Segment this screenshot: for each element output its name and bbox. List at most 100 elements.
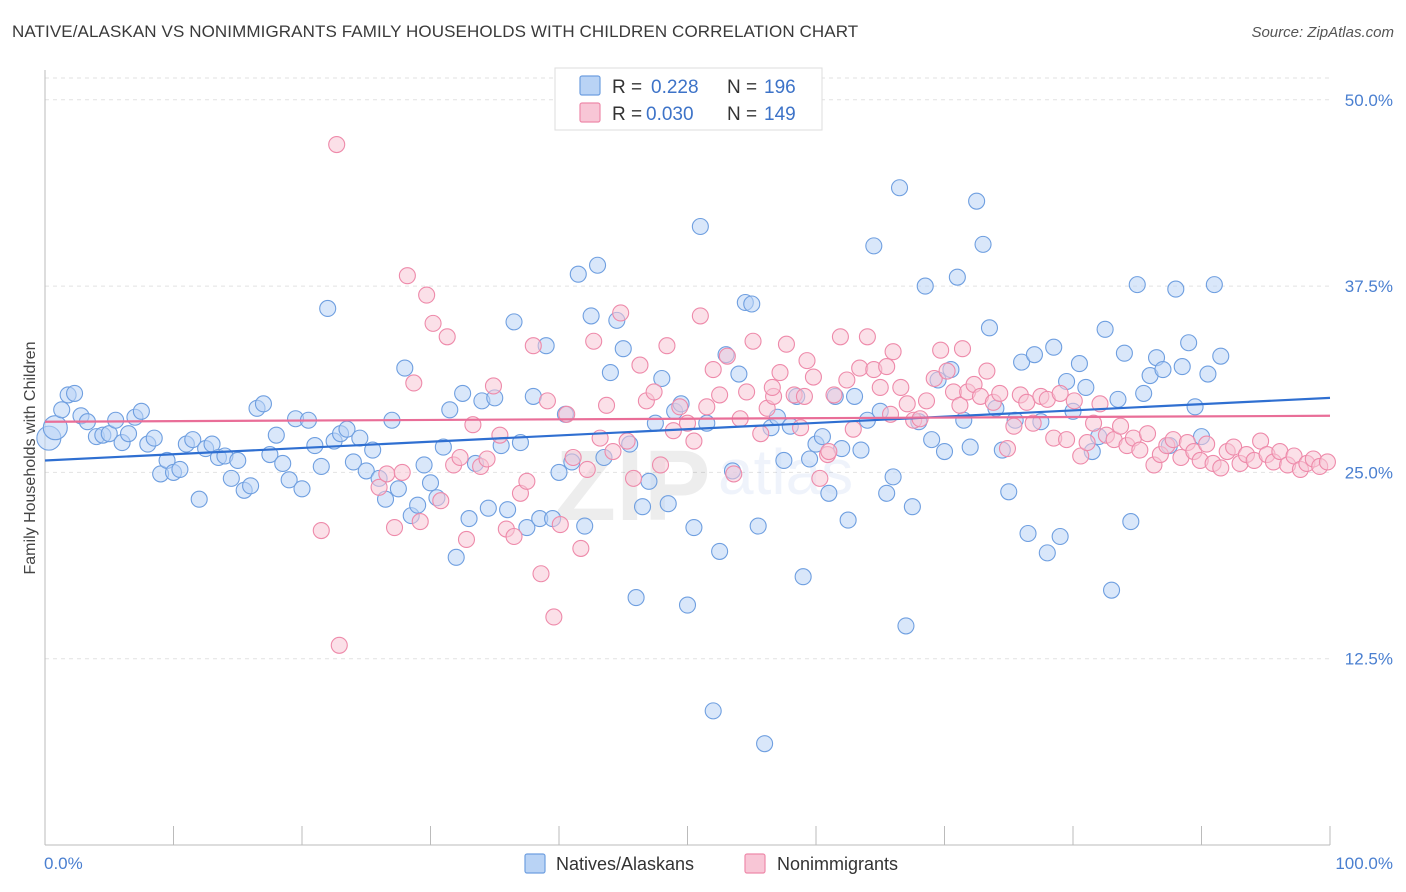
point-nonimmigrants [1164, 431, 1182, 449]
point-natives [107, 411, 125, 429]
point-natives [961, 438, 979, 456]
point-nonimmigrants [725, 465, 743, 483]
point-nonimmigrants [884, 343, 902, 361]
point-nonimmigrants [378, 465, 396, 483]
point-natives [242, 477, 260, 495]
point-nonimmigrants [585, 332, 603, 350]
point-natives [1167, 280, 1185, 298]
point-natives [794, 568, 812, 586]
point-nonimmigrants [1111, 417, 1130, 435]
point-nonimmigrants [685, 432, 703, 450]
point-nonimmigrants [978, 362, 996, 380]
point-natives [1199, 365, 1217, 383]
point-nonimmigrants [418, 286, 436, 304]
point-nonimmigrants [953, 340, 972, 358]
point-natives [190, 490, 208, 508]
point-nonimmigrants [951, 396, 969, 414]
point-nonimmigrants [393, 463, 411, 481]
point-natives [903, 498, 921, 516]
point-natives [1186, 398, 1204, 416]
point-nonimmigrants [798, 352, 816, 370]
point-natives [145, 429, 163, 447]
point-natives [1096, 320, 1114, 338]
y-tick-label: 25.0% [1345, 463, 1393, 482]
point-natives [1115, 344, 1133, 362]
point-nonimmigrants [1024, 414, 1042, 432]
point-natives [441, 401, 459, 419]
point-natives [588, 256, 607, 274]
chart-title: NATIVE/ALASKAN VS NONIMMIGRANTS FAMILY H… [12, 22, 859, 41]
point-natives [890, 179, 909, 197]
trend-line-natives [44, 396, 1331, 462]
point-natives [845, 387, 864, 405]
source-credit: Source: ZipAtlas.com [1251, 24, 1394, 41]
point-natives [421, 474, 440, 492]
point-nonimmigrants [457, 530, 476, 549]
point-nonimmigrants [925, 369, 943, 388]
point-natives [865, 237, 883, 255]
point-natives [357, 462, 375, 480]
point-natives [42, 415, 68, 441]
point-nonimmigrants [704, 361, 722, 379]
point-natives [1103, 581, 1121, 599]
legend-r-label-nonimmigrants: R = [612, 104, 642, 125]
point-natives [820, 484, 838, 502]
point-natives [518, 518, 536, 537]
point-natives [1045, 338, 1063, 356]
point-nonimmigrants [844, 420, 862, 438]
point-natives [267, 426, 285, 444]
point-nonimmigrants [658, 337, 676, 355]
point-nonimmigrants [545, 608, 563, 626]
point-nonimmigrants [691, 307, 709, 325]
point-nonimmigrants [411, 513, 429, 531]
point-natives [460, 510, 478, 528]
point-nonimmigrants [478, 450, 496, 468]
point-nonimmigrants [524, 337, 542, 355]
point-nonimmigrants [1005, 417, 1023, 435]
trend-lines [44, 396, 1331, 462]
point-natives [582, 307, 600, 325]
point-nonimmigrants [991, 384, 1009, 402]
point-nonimmigrants [1138, 425, 1157, 443]
legend-n-label-nonimmigrants: N = [727, 104, 757, 125]
legend-swatch-natives [579, 75, 601, 96]
point-natives [1077, 378, 1095, 397]
point-natives [627, 589, 645, 607]
point-nonimmigrants [491, 426, 509, 444]
point-natives [364, 441, 382, 459]
point-natives [704, 702, 722, 720]
point-nonimmigrants [370, 478, 388, 496]
point-natives [344, 453, 362, 471]
point-natives [280, 471, 298, 489]
point-nonimmigrants [804, 368, 822, 386]
point-natives [1135, 384, 1153, 402]
point-natives [1173, 358, 1191, 376]
point-natives [974, 235, 992, 253]
point-natives [839, 511, 857, 529]
point-natives [409, 496, 427, 514]
point-natives [53, 401, 71, 419]
point-natives [775, 451, 793, 470]
y-axis-label: Family Households with Children [22, 342, 39, 575]
point-nonimmigrants [820, 442, 838, 461]
point-nonimmigrants [1212, 459, 1230, 477]
grid-lines [45, 77, 1330, 660]
point-nonimmigrants [838, 371, 856, 389]
y-tick-label: 12.5% [1345, 650, 1393, 669]
point-natives [948, 268, 966, 286]
point-natives [1013, 353, 1031, 371]
point-natives [852, 441, 870, 459]
point-natives [479, 499, 497, 517]
x-tick-label-max: 100.0% [1335, 854, 1393, 873]
point-natives [524, 387, 542, 405]
point-nonimmigrants [763, 378, 781, 397]
point-nonimmigrants [744, 332, 762, 350]
point-natives [691, 217, 709, 236]
point-natives [633, 498, 652, 516]
legend-r-value-nonimmigrants: 0.030 [646, 104, 694, 125]
point-natives [916, 277, 934, 295]
point-natives [730, 365, 748, 383]
point-nonimmigrants [1051, 384, 1069, 402]
point-natives [499, 501, 517, 519]
